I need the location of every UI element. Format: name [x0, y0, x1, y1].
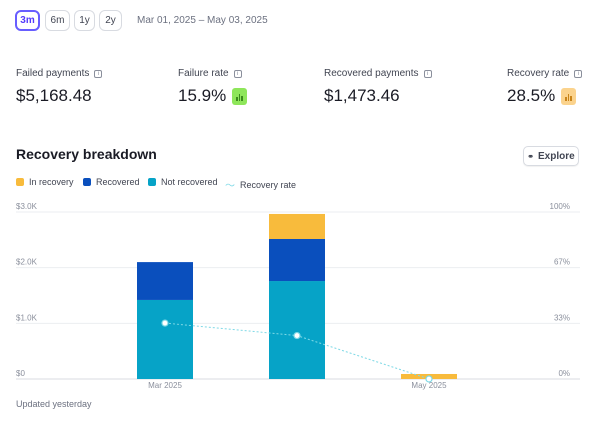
recovery-rate-point	[293, 331, 301, 340]
legend-item[interactable]: 〜 Recovery rate	[225, 177, 297, 193]
y-tick-label: $0	[16, 369, 25, 378]
legend-swatch	[83, 178, 91, 186]
legend-item[interactable]: Not recovered	[148, 177, 218, 187]
recovery-chart: $0 0% $1.0K 33% $2.0K 67% $3.0K 100% Mar 2025 May…	[16, 202, 580, 390]
metric-value: 15.9%	[178, 86, 227, 105]
metric-value: 28.5%	[507, 86, 556, 105]
y2-tick-label: 100%	[550, 202, 570, 211]
y-tick-label: $1.0K	[16, 313, 38, 322]
range-button-1y[interactable]: 1y	[74, 10, 95, 31]
y-tick-label: $2.0K	[16, 258, 38, 267]
bar-chart-icon[interactable]	[232, 87, 248, 105]
explore-label: Explore	[538, 150, 575, 162]
metric-value: $1,473.46	[324, 86, 400, 105]
metric-value: $5,168.48	[16, 86, 92, 105]
y2-tick-label: 0%	[558, 369, 570, 378]
y2-tick-label: 33%	[554, 313, 570, 322]
legend-label: In recovery	[29, 177, 74, 187]
binoculars-icon: ⚭	[527, 151, 534, 161]
legend-label: Recovery rate	[240, 179, 297, 190]
metric-label: Failed payments	[16, 68, 90, 79]
legend-item[interactable]: Recovered	[83, 177, 140, 187]
bar-chart-icon[interactable]	[561, 87, 577, 105]
y-tick-label: $3.0K	[16, 202, 38, 211]
metric-0: Failed payments i $5,168.48	[16, 68, 103, 106]
recovery-rate-point	[425, 375, 433, 383]
bar-segment-recovered	[269, 238, 325, 282]
legend-label: Recovered	[96, 177, 140, 187]
section-title: Recovery breakdown	[16, 146, 157, 162]
range-button-3m[interactable]: 3m	[15, 10, 40, 31]
y2-tick-label: 67%	[554, 258, 570, 267]
metric-label: Failure rate	[178, 68, 229, 79]
bar-segment-recovered	[137, 262, 193, 300]
metric-label: Recovered payments	[324, 68, 419, 79]
info-icon[interactable]: i	[233, 69, 242, 78]
metric-2: Recovered payments i $1,473.46	[324, 68, 432, 106]
info-icon[interactable]: i	[574, 69, 583, 78]
recovery-rate-point	[161, 319, 169, 327]
explore-button[interactable]: ⚭ Explore	[523, 146, 579, 166]
legend-swatch	[16, 178, 24, 186]
range-button-6m[interactable]: 6m	[45, 10, 70, 31]
legend-swatch	[148, 178, 156, 186]
metric-1: Failure rate i 15.9%	[178, 68, 248, 106]
updated-text: Updated yesterday	[16, 399, 92, 409]
legend-item[interactable]: In recovery	[16, 177, 74, 187]
bar-segment-not-recovered	[269, 281, 325, 379]
info-icon[interactable]: i	[94, 69, 103, 78]
bar-segment-not-recovered	[137, 299, 193, 379]
x-tick-label: Mar 2025	[148, 381, 182, 390]
metric-label: Recovery rate	[507, 68, 570, 79]
range-button-2y[interactable]: 2y	[99, 10, 122, 31]
info-icon[interactable]: i	[423, 69, 432, 78]
legend-label: Not recovered	[161, 177, 218, 187]
metric-3: Recovery rate i 28.5%	[507, 68, 583, 106]
bar-segment-in-recovery	[269, 213, 325, 239]
date-range[interactable]: Mar 01, 2025 – May 03, 2025	[137, 15, 268, 26]
x-tick-label: May 2025	[411, 381, 447, 390]
line-swatch-icon: 〜	[225, 181, 235, 192]
